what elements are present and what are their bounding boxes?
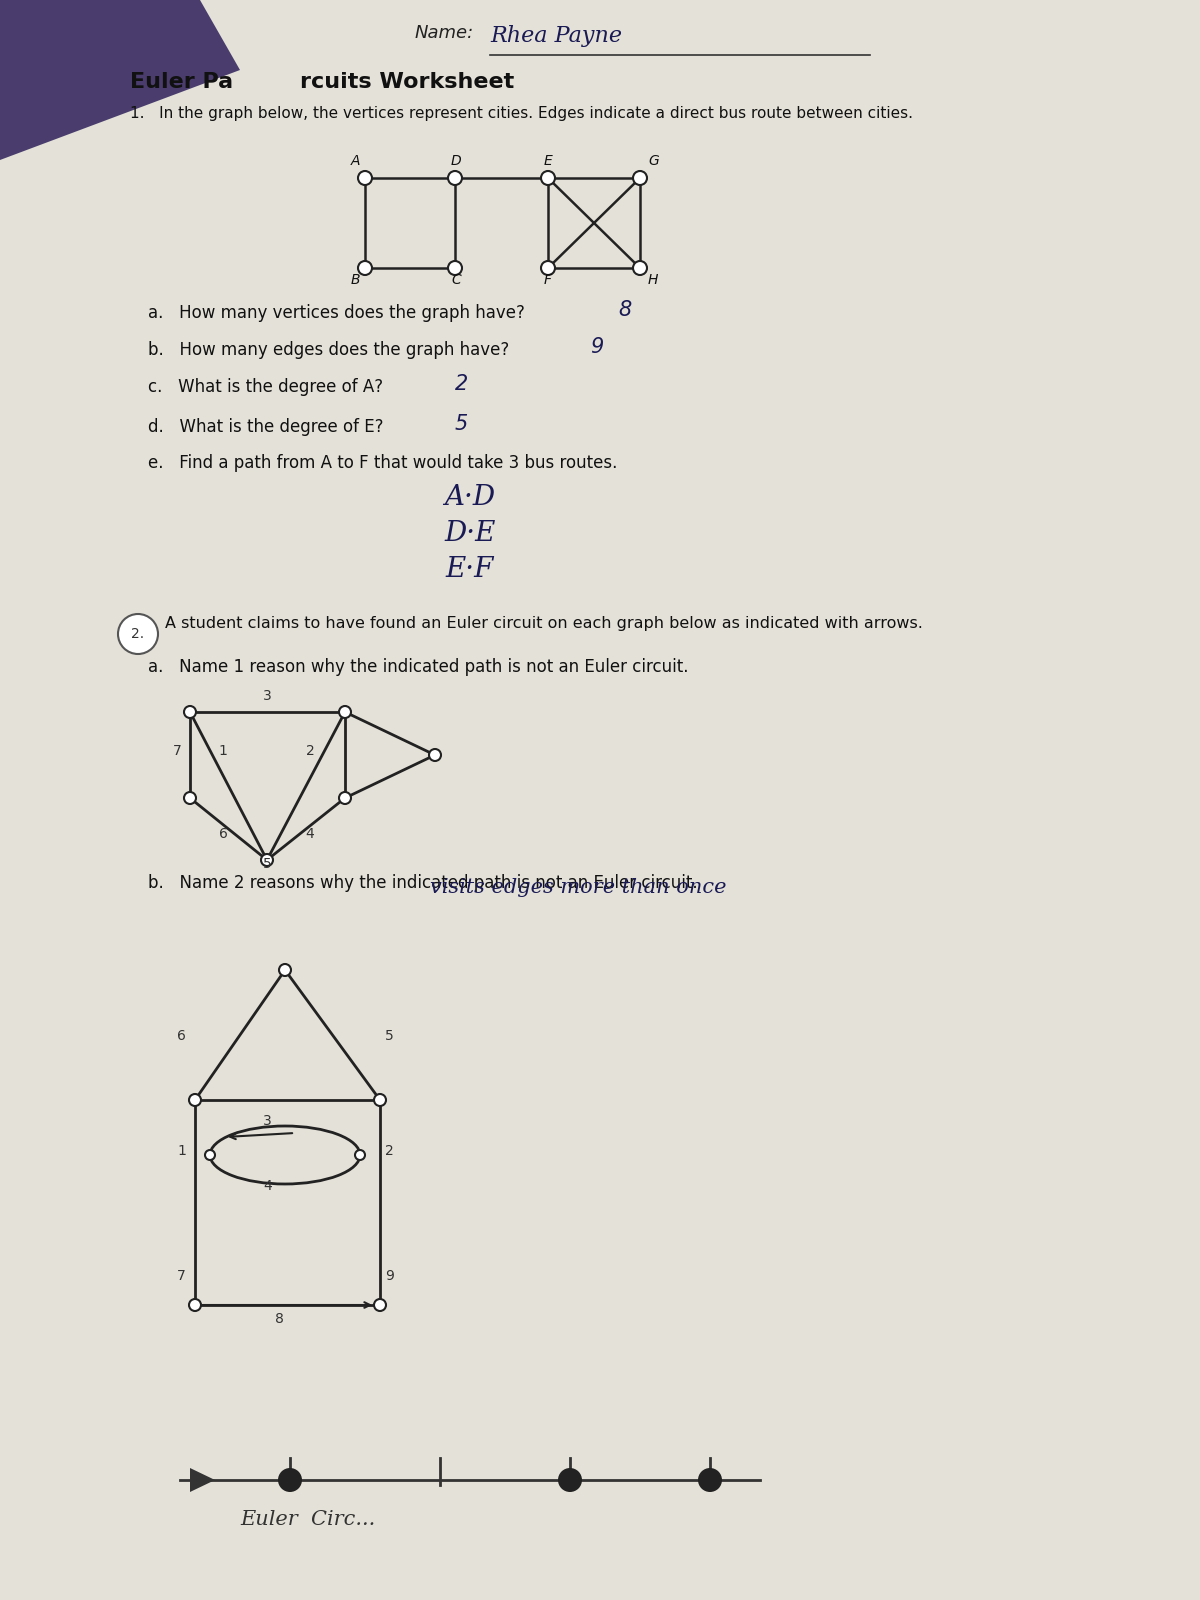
Circle shape — [278, 1469, 302, 1491]
Text: visits edges more than once: visits edges more than once — [430, 878, 726, 898]
Text: 2: 2 — [385, 1144, 394, 1158]
Circle shape — [448, 171, 462, 186]
Circle shape — [558, 1469, 582, 1491]
Text: 2: 2 — [455, 374, 468, 394]
Text: 1: 1 — [218, 744, 228, 758]
Text: E: E — [544, 154, 553, 168]
Text: 5: 5 — [263, 858, 271, 870]
Circle shape — [118, 614, 158, 654]
Text: Euler  Circ...: Euler Circ... — [240, 1510, 376, 1530]
Text: Rhea Payne: Rhea Payne — [490, 26, 622, 46]
Text: 4: 4 — [263, 1179, 271, 1194]
Text: 6: 6 — [218, 827, 228, 842]
Circle shape — [634, 261, 647, 275]
Circle shape — [190, 1299, 202, 1310]
Polygon shape — [0, 0, 240, 160]
Text: F: F — [544, 274, 552, 286]
Text: G: G — [648, 154, 659, 168]
Text: e.   Find a path from A to F that would take 3 bus routes.: e. Find a path from A to F that would ta… — [148, 454, 617, 472]
Text: 1: 1 — [178, 1144, 186, 1158]
Text: H: H — [648, 274, 659, 286]
Circle shape — [634, 171, 647, 186]
Text: 3: 3 — [263, 1114, 271, 1128]
Circle shape — [541, 261, 554, 275]
Text: A student claims to have found an Euler circuit on each graph below as indicated: A student claims to have found an Euler … — [166, 616, 923, 630]
Text: Euler Pa: Euler Pa — [130, 72, 233, 91]
Circle shape — [278, 963, 292, 976]
Text: 8: 8 — [618, 301, 631, 320]
Text: D: D — [451, 154, 462, 168]
Text: 6: 6 — [178, 1029, 186, 1043]
Text: 4: 4 — [306, 827, 314, 842]
Circle shape — [190, 1094, 202, 1106]
Text: 1.   In the graph below, the vertices represent cities. Edges indicate a direct : 1. In the graph below, the vertices repr… — [130, 106, 913, 122]
Circle shape — [262, 854, 274, 866]
Circle shape — [358, 171, 372, 186]
Text: 5: 5 — [455, 414, 468, 434]
Circle shape — [340, 706, 352, 718]
Circle shape — [374, 1299, 386, 1310]
Text: A·D: A·D — [444, 483, 496, 510]
Polygon shape — [190, 1469, 215, 1491]
Text: 3: 3 — [263, 690, 271, 702]
Circle shape — [448, 261, 462, 275]
Circle shape — [355, 1150, 365, 1160]
Text: 9: 9 — [590, 338, 604, 357]
Text: a.   How many vertices does the graph have?: a. How many vertices does the graph have… — [148, 304, 524, 322]
Text: b.   Name 2 reasons why the indicated path is not an Euler circuit.: b. Name 2 reasons why the indicated path… — [148, 874, 697, 893]
Text: C: C — [451, 274, 461, 286]
Circle shape — [184, 706, 196, 718]
Text: Name:: Name: — [415, 24, 474, 42]
Text: 9: 9 — [385, 1269, 394, 1283]
Text: 2.: 2. — [132, 627, 144, 642]
Circle shape — [205, 1150, 215, 1160]
Text: a.   Name 1 reason why the indicated path is not an Euler circuit.: a. Name 1 reason why the indicated path … — [148, 658, 689, 675]
Text: A: A — [352, 154, 360, 168]
Circle shape — [430, 749, 442, 762]
Text: d.   What is the degree of E?: d. What is the degree of E? — [148, 418, 384, 435]
Text: 2: 2 — [306, 744, 314, 758]
Circle shape — [340, 792, 352, 803]
Text: rcuits Worksheet: rcuits Worksheet — [300, 72, 515, 91]
Text: c.   What is the degree of A?: c. What is the degree of A? — [148, 378, 383, 395]
Circle shape — [541, 171, 554, 186]
Circle shape — [358, 261, 372, 275]
Text: E·F: E·F — [446, 557, 494, 582]
Text: b.   How many edges does the graph have?: b. How many edges does the graph have? — [148, 341, 509, 358]
Text: 7: 7 — [173, 744, 181, 758]
Text: B: B — [352, 274, 360, 286]
Circle shape — [184, 792, 196, 803]
Circle shape — [374, 1094, 386, 1106]
Text: 8: 8 — [275, 1312, 284, 1326]
Circle shape — [698, 1469, 722, 1491]
Text: 7: 7 — [178, 1269, 186, 1283]
Text: 5: 5 — [385, 1029, 394, 1043]
Text: D·E: D·E — [444, 520, 496, 547]
